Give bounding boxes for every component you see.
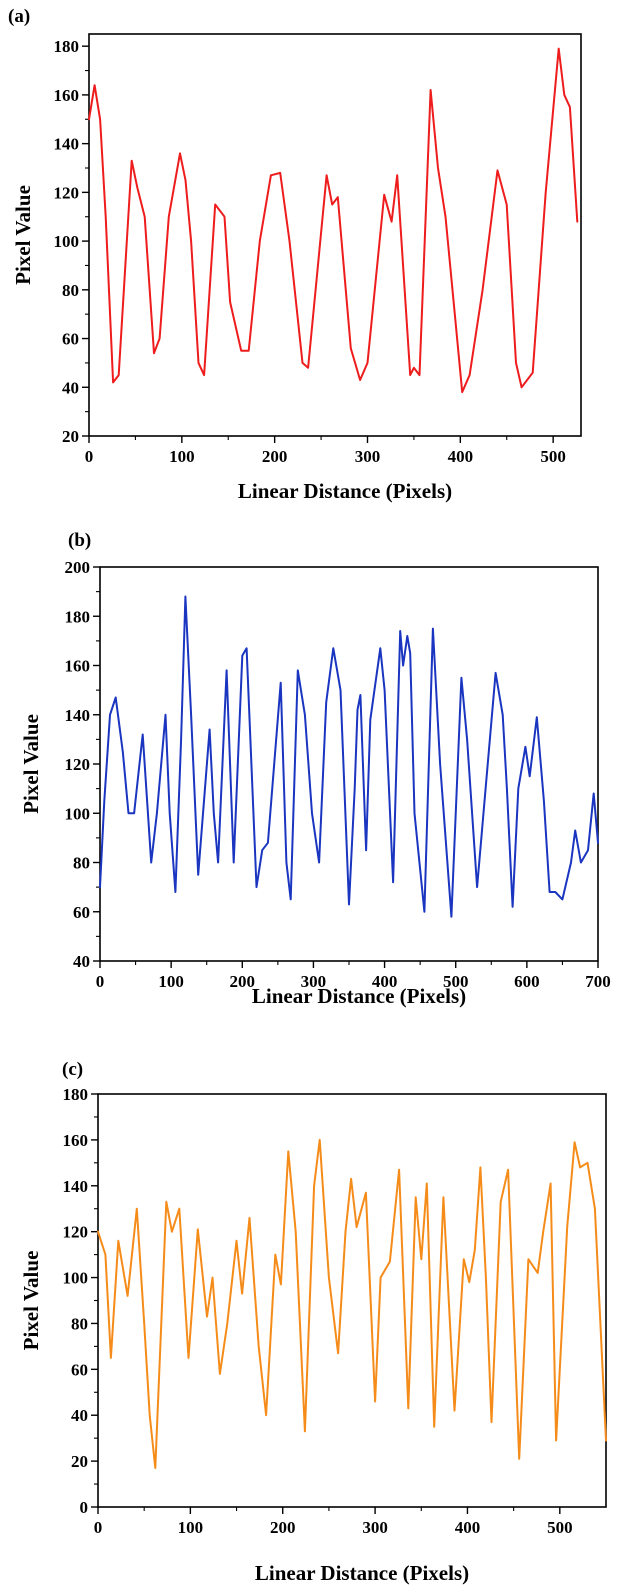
panel-label: (c) xyxy=(62,1059,83,1080)
x-tick-label: 500 xyxy=(547,1518,573,1537)
y-tick-label: 40 xyxy=(71,1406,88,1425)
y-axis-title: Pixel Value xyxy=(19,1251,43,1351)
x-tick-label: 500 xyxy=(443,972,469,991)
x-tick-label: 100 xyxy=(169,447,195,466)
y-tick-label: 160 xyxy=(65,657,91,676)
x-tick-label: 200 xyxy=(230,972,256,991)
x-tick-label: 200 xyxy=(270,1518,296,1537)
y-axis-title: Pixel Value xyxy=(11,185,35,285)
y-tick-label: 20 xyxy=(62,427,79,446)
series-line-1 xyxy=(88,47,579,394)
y-tick-label: 80 xyxy=(73,854,90,873)
y-tick-label: 120 xyxy=(54,183,80,202)
x-tick-label: 400 xyxy=(448,447,474,466)
series-line-1 xyxy=(97,1138,607,1469)
x-axis-title: Linear Distance (Pixels) xyxy=(255,1561,469,1585)
panel-label: (b) xyxy=(68,530,91,551)
y-tick-label: 100 xyxy=(54,232,80,251)
x-axis-title: Linear Distance (Pixels) xyxy=(238,479,452,503)
y-tick-label: 100 xyxy=(65,804,91,823)
panel-label: (a) xyxy=(8,6,30,27)
y-tick-label: 180 xyxy=(54,37,80,56)
chart-panel-1: (a) 20 40 60 80 100 120 140 160 180 0 100 200 300 400 5… xyxy=(8,6,582,503)
y-tick-label: 100 xyxy=(63,1269,89,1288)
y-tick-label: 160 xyxy=(63,1131,89,1150)
plot-frame xyxy=(88,33,582,437)
x-tick-label: 100 xyxy=(158,972,184,991)
y-tick-label: 120 xyxy=(65,755,91,774)
y-tick-label: 0 xyxy=(80,1498,89,1517)
y-tick-label: 140 xyxy=(65,706,91,725)
y-tick-label: 80 xyxy=(62,281,79,300)
x-tick-label: 400 xyxy=(372,972,398,991)
y-tick-label: 180 xyxy=(63,1085,89,1104)
x-tick-label: 600 xyxy=(514,972,540,991)
chart-panel-2: (b) 40 60 80 100 120 140 160 180 200 0 100 200 300 400… xyxy=(19,530,611,1008)
y-tick-label: 200 xyxy=(65,558,91,577)
x-tick-label: 0 xyxy=(96,972,105,991)
y-tick-label: 40 xyxy=(73,952,90,971)
plot-frame xyxy=(97,1093,607,1508)
y-axis-title: Pixel Value xyxy=(19,714,43,814)
x-tick-label: 500 xyxy=(540,447,566,466)
x-tick-label: 400 xyxy=(455,1518,481,1537)
x-tick-label: 0 xyxy=(85,447,94,466)
series-line-1 xyxy=(99,595,599,918)
x-tick-label: 300 xyxy=(301,972,327,991)
y-tick-label: 60 xyxy=(62,330,79,349)
x-tick-label: 700 xyxy=(585,972,611,991)
x-tick-label: 300 xyxy=(362,1518,388,1537)
y-tick-label: 140 xyxy=(54,135,80,154)
x-tick-label: 300 xyxy=(355,447,381,466)
y-tick-label: 40 xyxy=(62,378,79,397)
x-tick-label: 100 xyxy=(178,1518,204,1537)
y-tick-label: 160 xyxy=(54,86,80,105)
y-tick-label: 120 xyxy=(63,1223,89,1242)
y-tick-label: 60 xyxy=(71,1360,88,1379)
y-tick-label: 60 xyxy=(73,903,90,922)
chart-panel-3: (c) 0 20 40 60 80 100 120 140 160 180 0 100 200 300 400… xyxy=(19,1059,607,1585)
y-tick-label: 140 xyxy=(63,1177,89,1196)
y-tick-label: 80 xyxy=(71,1314,88,1333)
x-tick-label: 0 xyxy=(94,1518,103,1537)
x-tick-label: 200 xyxy=(262,447,288,466)
y-tick-label: 20 xyxy=(71,1452,88,1471)
y-tick-label: 180 xyxy=(65,607,91,626)
x-axis-title: Linear Distance (Pixels) xyxy=(252,984,466,1008)
